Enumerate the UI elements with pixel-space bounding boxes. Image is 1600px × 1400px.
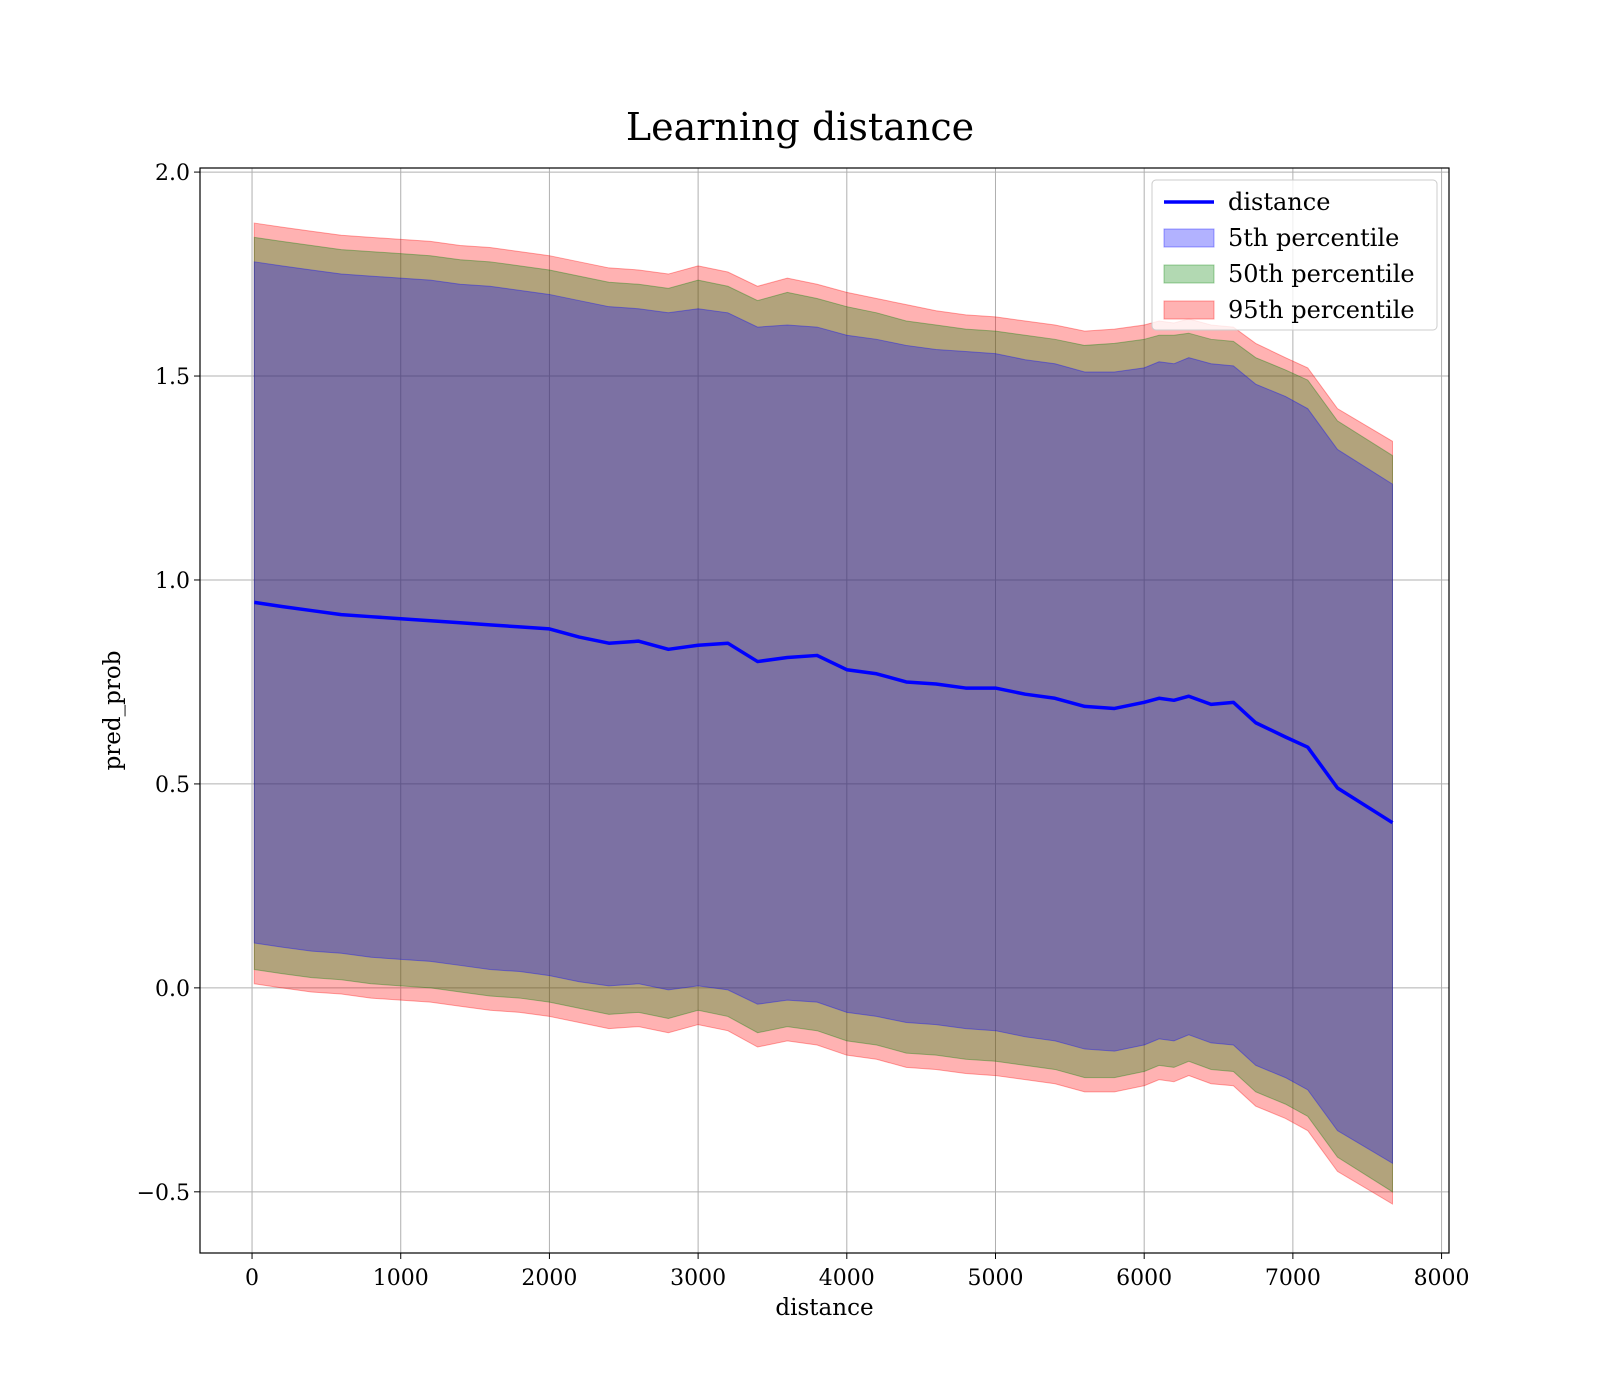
legend: distance 5th percentile 50th percentile 95t… [1151,179,1438,331]
chart-title: Learning distance [626,105,974,149]
y-axis-ticks: −0.5 0.0 0.5 1.0 1.5 2.0 [137,161,200,1206]
x-tick-label: 8000 [1414,1266,1470,1291]
line-distance [254,600,1394,825]
x-tick-label: 3000 [670,1266,726,1291]
y-axis-title: pred_prob [100,651,126,771]
y-tick-label: 0.5 [155,773,190,798]
x-tick-label: 5000 [967,1266,1023,1291]
y-tick-label: −0.5 [137,1181,190,1206]
y-tick-label: 2.0 [155,161,190,186]
legend-swatch [1163,264,1215,284]
x-tick-label: 1000 [373,1266,429,1291]
legend-label: 95th percentile [1228,296,1415,324]
legend-label: 5th percentile [1228,224,1399,252]
legend-label: 50th percentile [1228,260,1415,288]
series-lines [254,600,1394,825]
x-tick-label: 6000 [1116,1266,1172,1291]
y-tick-label: 1.5 [155,365,190,390]
x-axis-ticks: 0 1000 2000 3000 4000 5000 6000 7000 8000 [245,1253,1470,1291]
x-tick-label: 2000 [521,1266,577,1291]
x-axis-title: distance [775,1295,873,1321]
legend-box [1151,179,1438,331]
percentile-bands [253,222,1393,1205]
legend-label: distance [1228,188,1330,216]
y-tick-label: 0.0 [155,977,190,1002]
legend-swatch [1163,228,1215,248]
band-5th-percentile [253,261,1393,1165]
legend-swatch [1163,300,1215,320]
y-tick-label: 1.0 [155,569,190,594]
x-tick-label: 4000 [819,1266,875,1291]
band-50th-percentile [253,236,1393,1193]
band-95th-percentile [253,222,1393,1205]
x-tick-label: 7000 [1265,1266,1321,1291]
grid [200,168,1449,1253]
x-tick-label: 0 [245,1266,259,1291]
plot-frame [199,167,1450,1254]
